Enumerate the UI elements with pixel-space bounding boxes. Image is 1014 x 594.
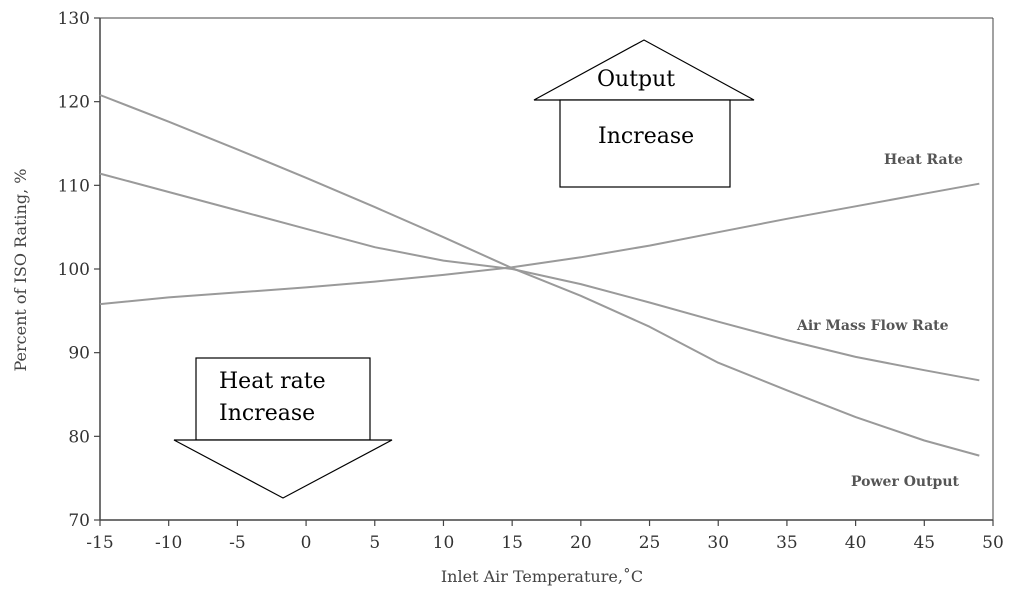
down-arrow-head	[173, 439, 393, 499]
x-tick-label: 45	[913, 533, 935, 553]
x-tick-label: 25	[639, 533, 661, 553]
y-tick-label: 110	[58, 176, 90, 196]
series-label-air-mass-flow-rate: Air Mass Flow Rate	[796, 318, 949, 334]
x-tick-label: 15	[501, 533, 523, 553]
series-label-heat-rate: Heat Rate	[884, 152, 963, 168]
x-tick-label: -5	[229, 533, 246, 553]
up-arrow-text-line2: Increase	[598, 124, 694, 149]
series-line-heat-rate	[99, 182, 980, 306]
y-axis-title: Percent of ISO Rating, %	[11, 169, 30, 372]
x-tick-label: -15	[86, 533, 113, 553]
y-ticks: 70 80 90 100 110 120 130	[58, 9, 100, 531]
down-arrow-body	[195, 357, 371, 441]
x-tick-label: 5	[369, 533, 380, 553]
y-tick-label: 70	[68, 511, 90, 531]
series-layer	[99, 94, 980, 457]
series-label-power-output: Power Output	[851, 474, 960, 490]
down-arrow-text-line1: Heat rate	[219, 369, 326, 394]
x-tick-label: 30	[707, 533, 729, 553]
x-axis-title: Inlet Air Temperature,˚C	[441, 567, 643, 586]
x-tick-label: 35	[776, 533, 798, 553]
up-arrow-body	[559, 99, 731, 188]
x-tick-label: 50	[982, 533, 1004, 553]
x-tick-label: -10	[155, 533, 182, 553]
y-tick-label: 90	[68, 344, 90, 364]
series-line-power-output	[99, 94, 980, 457]
y-tick-label: 80	[68, 427, 90, 447]
y-tick-label: 100	[58, 260, 90, 280]
x-ticks: -15 -10 -5 0 5 10 15 20 25 30 35 40 45 50	[86, 520, 1004, 553]
output-increase-arrow: Output Increase	[533, 39, 755, 188]
series-line-air-mass-flow-rate	[99, 172, 980, 382]
x-tick-label: 40	[845, 533, 867, 553]
x-tick-label: 20	[570, 533, 592, 553]
y-tick-label: 130	[58, 9, 90, 29]
y-tick-label: 120	[58, 93, 90, 113]
x-tick-label: 10	[433, 533, 455, 553]
heat-rate-increase-arrow: Heat rate Increase	[173, 357, 393, 499]
x-tick-label: 0	[301, 533, 312, 553]
up-arrow-text-line1: Output	[597, 67, 675, 92]
down-arrow-text-line2: Increase	[219, 401, 315, 426]
